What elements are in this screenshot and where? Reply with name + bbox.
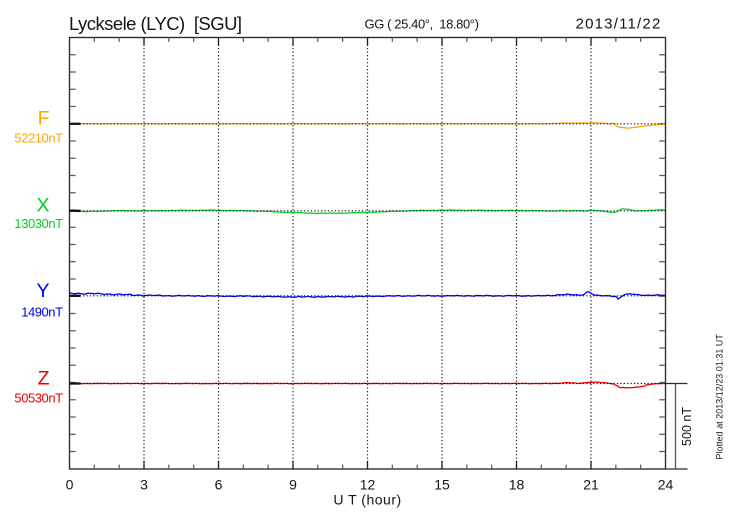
svg-text:Plotted at 2013/12/23 01:31 UT: Plotted at 2013/12/23 01:31 UT <box>715 334 725 460</box>
svg-text:Z: Z <box>38 368 50 390</box>
svg-text:50530nT: 50530nT <box>14 390 63 405</box>
svg-text:52210nT: 52210nT <box>14 130 63 145</box>
svg-text:F: F <box>38 108 50 130</box>
svg-text:15: 15 <box>434 477 450 493</box>
svg-text:2013/11/22: 2013/11/22 <box>576 16 662 33</box>
svg-text:13030nT: 13030nT <box>14 216 63 231</box>
svg-text:500 nT: 500 nT <box>680 407 694 446</box>
svg-text:9: 9 <box>289 477 297 493</box>
svg-text:6: 6 <box>215 477 223 493</box>
svg-text:3: 3 <box>140 477 148 493</box>
svg-text:Lycksele (LYC) [SGU]: Lycksele (LYC) [SGU] <box>69 13 241 34</box>
svg-text:12: 12 <box>360 477 376 493</box>
svg-text:GG ( 25.40°, 18.80°): GG ( 25.40°, 18.80°) <box>365 17 479 32</box>
svg-text:0: 0 <box>66 477 74 493</box>
svg-text:1490nT: 1490nT <box>21 305 63 320</box>
svg-text:21: 21 <box>583 477 599 493</box>
svg-text:Y: Y <box>36 280 49 302</box>
svg-text:18: 18 <box>509 477 525 493</box>
svg-text:24: 24 <box>658 477 674 493</box>
svg-text:U T (hour): U T (hour) <box>333 492 401 508</box>
svg-text:X: X <box>36 195 49 217</box>
